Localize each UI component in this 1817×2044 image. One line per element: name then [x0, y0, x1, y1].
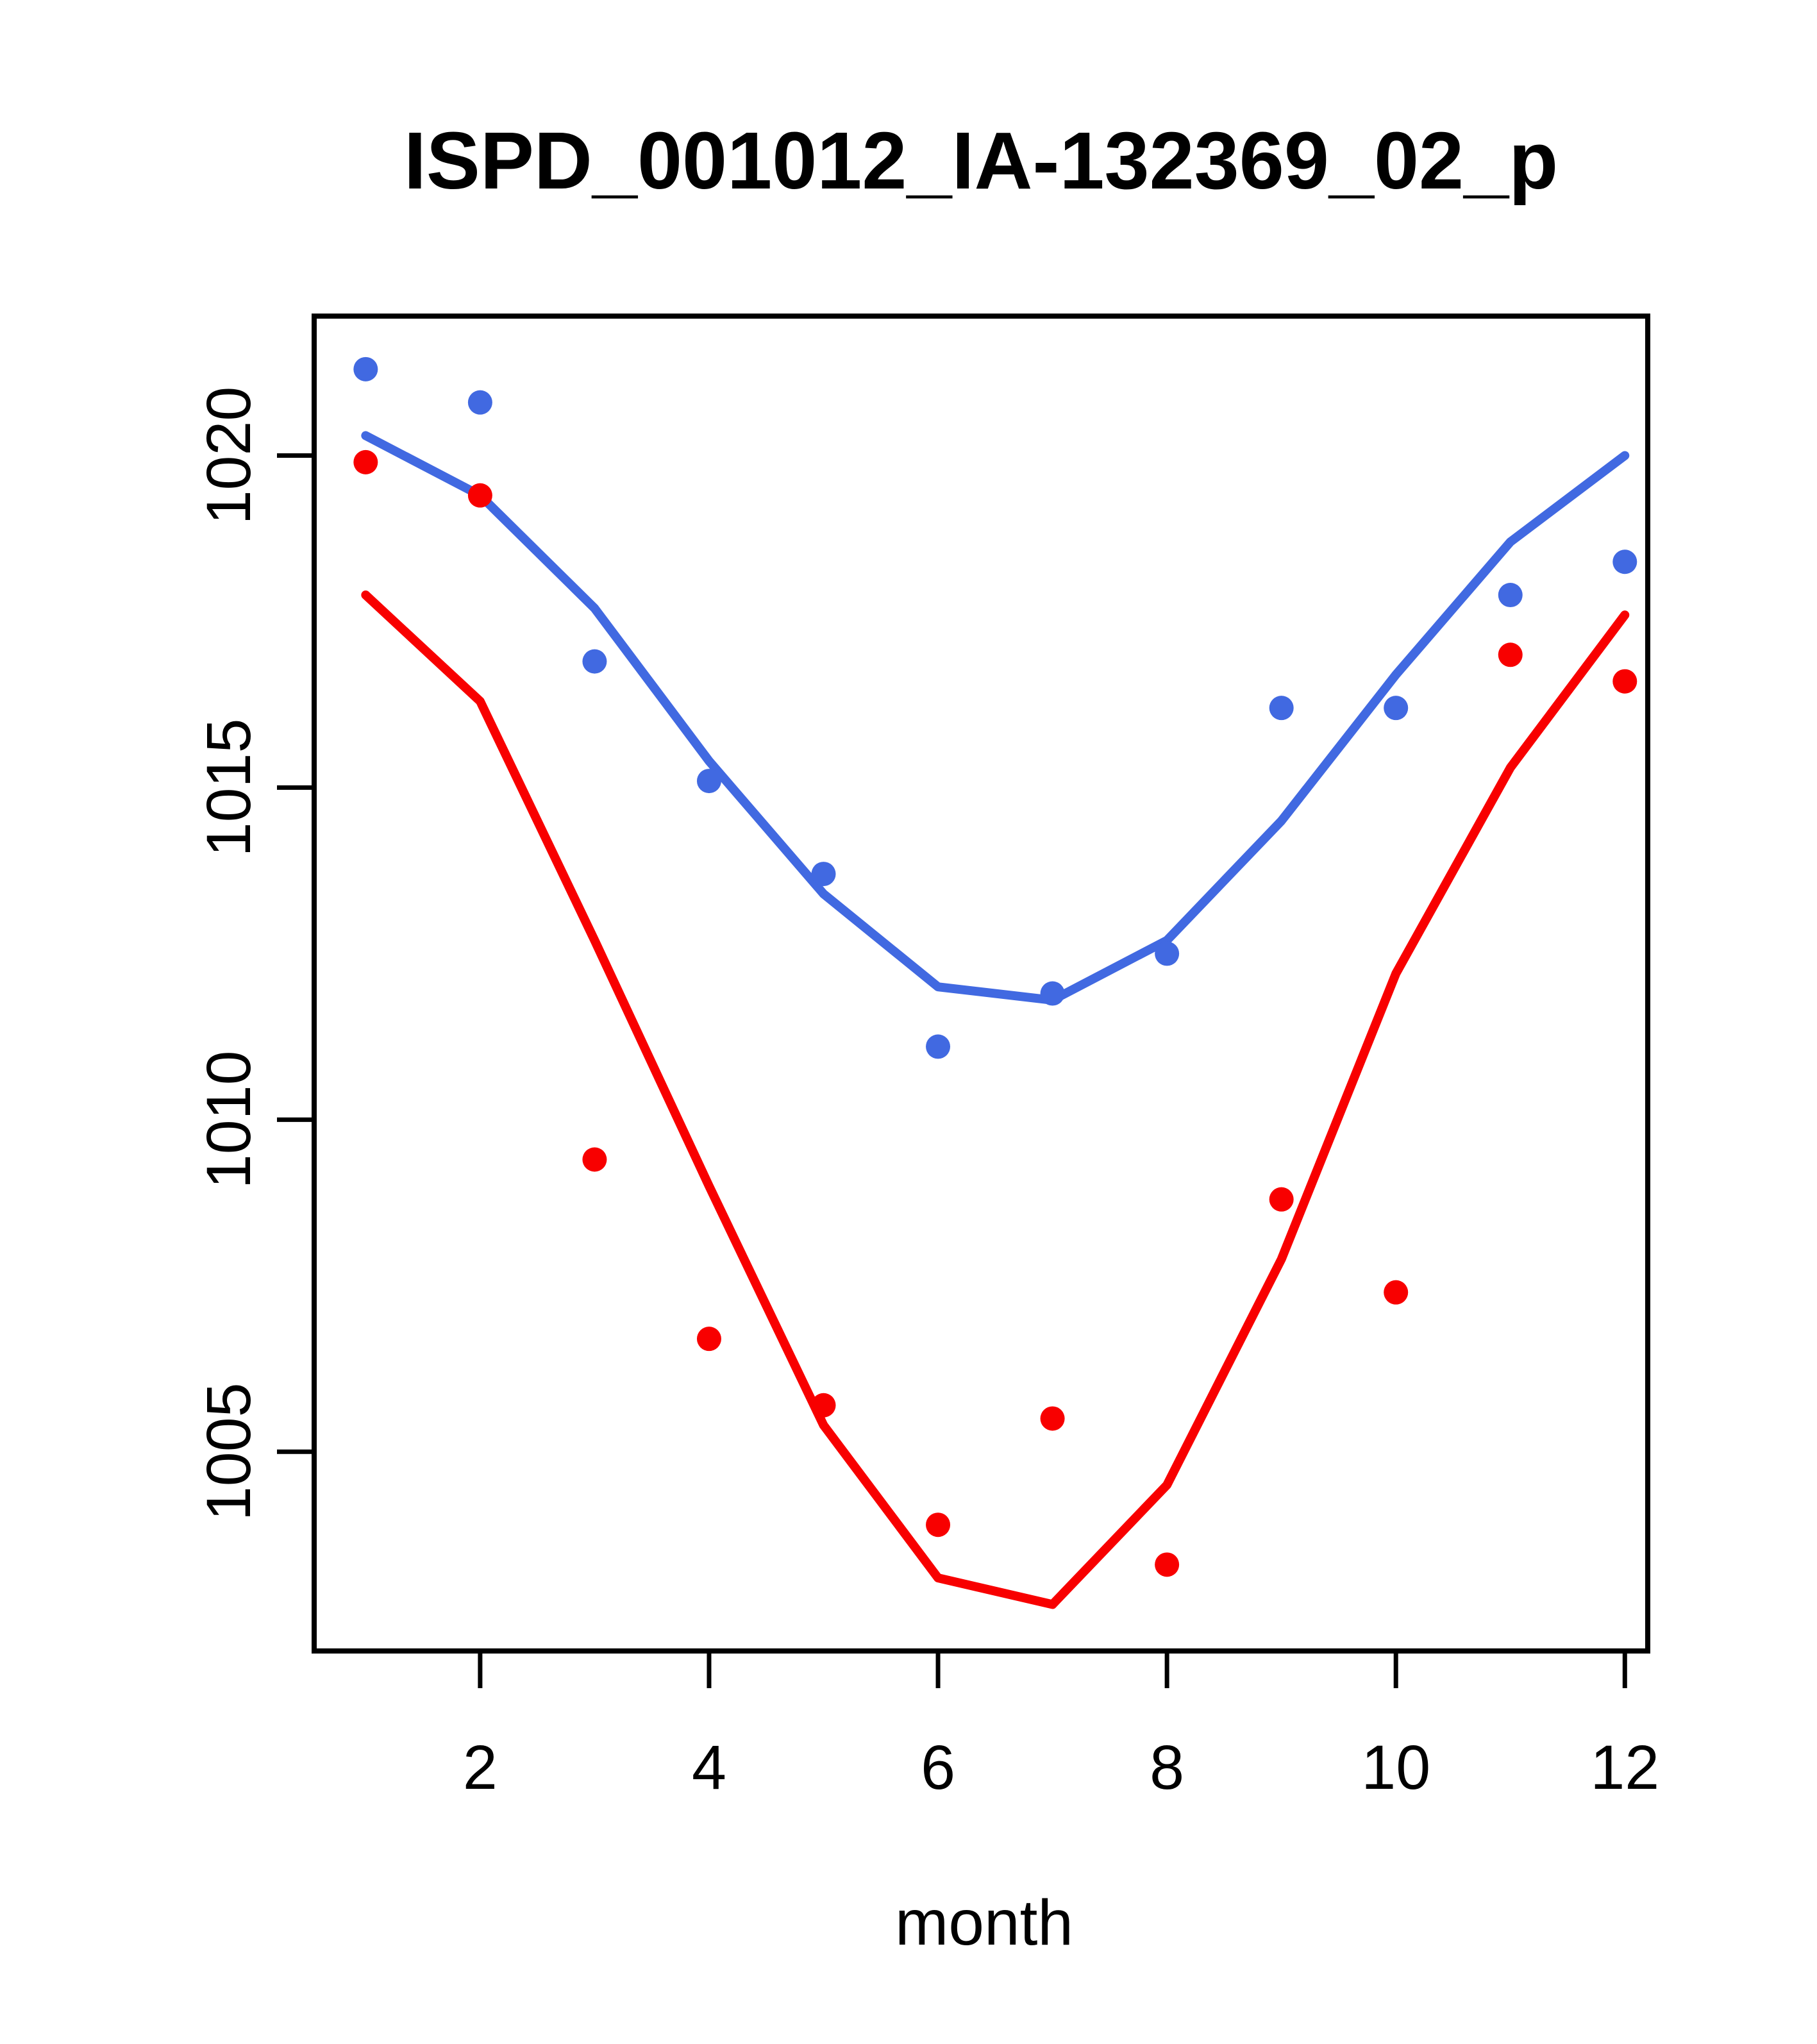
group2-points-red-point — [582, 1147, 607, 1172]
x-axis-tick-label: 10 — [1361, 1732, 1430, 1802]
group2-points-red-point — [926, 1512, 951, 1537]
group1-points-blue-point — [926, 1034, 951, 1059]
group2-points-red-point — [696, 1327, 721, 1352]
group1-points-blue-point — [1269, 696, 1294, 721]
group1-points-blue-point — [811, 862, 836, 887]
x-axis-tick-label: 4 — [692, 1732, 726, 1802]
group2-points-red-point — [1498, 642, 1523, 667]
x-axis-title: month — [895, 1887, 1073, 1959]
axes-layer: 2 4 6 8 10 12 1005 1010 1015 1020 — [194, 314, 1659, 1802]
group2-points-red-point — [1155, 1552, 1180, 1577]
y-axis-tick-label: 1020 — [194, 387, 264, 525]
group1-points-blue-point — [1040, 981, 1065, 1006]
x-axis-tick-label: 2 — [463, 1732, 498, 1802]
group1-points-blue-point — [1384, 696, 1409, 721]
group2-points-red-point — [1269, 1187, 1294, 1212]
plot-border-box — [312, 314, 1650, 1654]
y-axis-tick-label: 1015 — [194, 719, 264, 857]
group1-points-blue-point — [1155, 941, 1180, 966]
x-axis-tick-label: 12 — [1590, 1732, 1659, 1802]
series-layer — [353, 356, 1637, 1609]
group1-points-blue-point — [467, 390, 492, 415]
group1-points-blue-point — [1612, 549, 1637, 574]
group2-smooth-line-red — [361, 591, 1630, 1609]
group2-points-red-point — [353, 449, 378, 474]
group2-points-red-point — [1612, 669, 1637, 694]
group1-points-blue-point — [696, 769, 721, 794]
group1-points-blue-point — [1498, 583, 1523, 608]
y-axis-tick-label: 1005 — [194, 1382, 264, 1521]
x-axis-tick-label: 6 — [921, 1732, 955, 1802]
group1-points-blue-point — [353, 356, 378, 381]
group1-points-blue-point — [582, 649, 607, 674]
group2-points-red-point — [811, 1393, 836, 1418]
chart-title: ISPD_001012_IA-132369_02_p — [404, 115, 1558, 206]
group2-points-red-point — [1040, 1406, 1065, 1431]
x-axis-tick-label: 8 — [1150, 1732, 1184, 1802]
group1-smooth-line-blue — [361, 431, 1630, 1005]
group2-points-red-point — [467, 483, 492, 508]
y-axis-tick-label: 1010 — [194, 1050, 264, 1189]
group2-points-red-point — [1384, 1280, 1409, 1305]
